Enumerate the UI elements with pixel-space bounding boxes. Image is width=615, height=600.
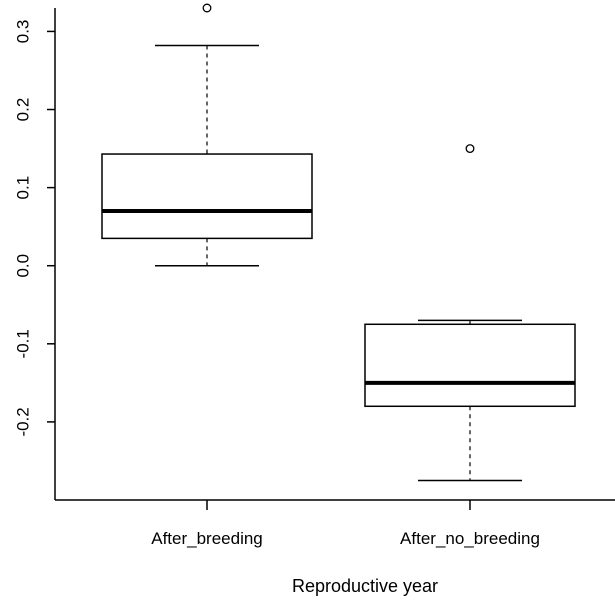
plot-layer xyxy=(101,3,576,482)
outlier-point xyxy=(202,3,212,13)
boxplot-After_breeding xyxy=(101,3,313,267)
boxplot-After_no_breeding xyxy=(364,144,576,482)
outlier-point xyxy=(465,144,475,154)
y-tick-label: 0.1 xyxy=(13,176,32,200)
x-tick-label: After_no_breeding xyxy=(400,529,540,548)
y-tick-label: -0.1 xyxy=(13,329,32,358)
y-tick-label: 0.2 xyxy=(13,98,32,122)
x-tick-label: After_breeding xyxy=(151,529,263,548)
y-tick-label: 0.0 xyxy=(13,254,32,278)
interquartile-box xyxy=(364,323,576,408)
interquartile-box xyxy=(101,153,313,240)
labels-layer: Reproductive year xyxy=(292,576,438,596)
x-axis-label: Reproductive year xyxy=(292,576,438,596)
axes-layer: 0.3 0.2 0.1 0.0 -0.1 -0.2 After_breeding After_… xyxy=(13,8,615,548)
y-tick-label: 0.3 xyxy=(13,20,32,44)
y-tick-label: -0.2 xyxy=(13,407,32,436)
